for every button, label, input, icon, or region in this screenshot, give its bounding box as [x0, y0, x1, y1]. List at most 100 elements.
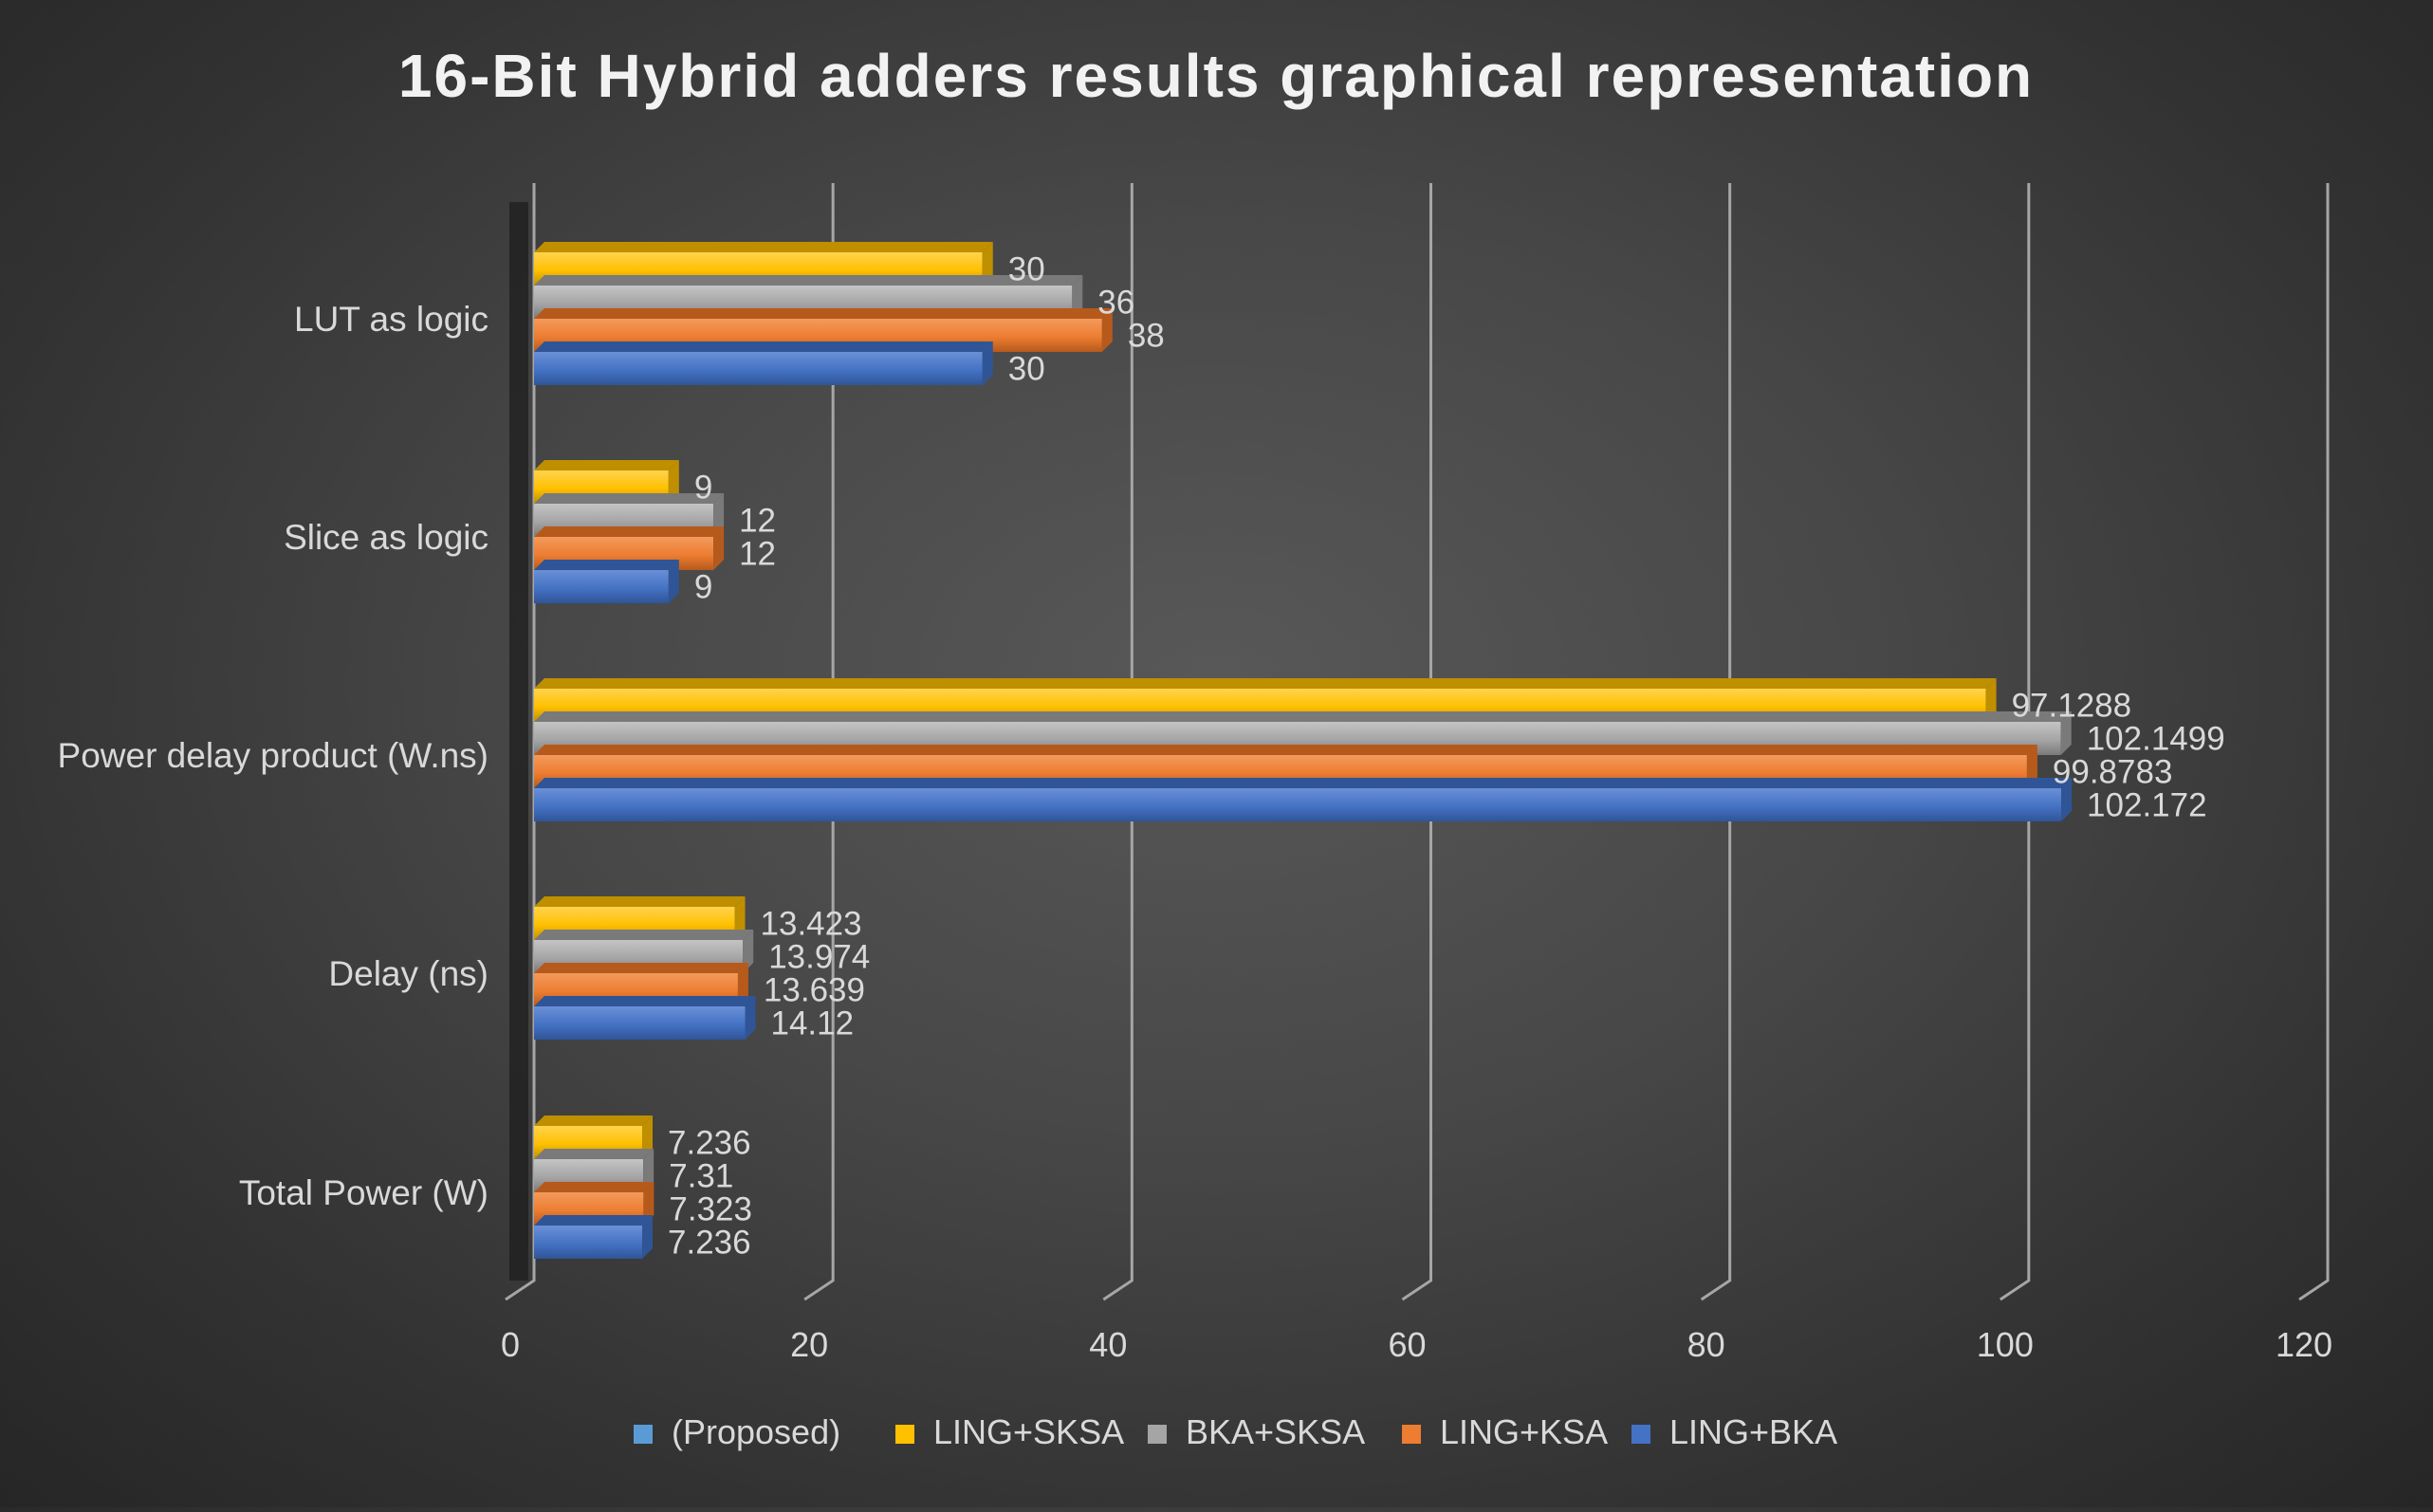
- bar-end-face: [1985, 678, 1997, 722]
- legend-label: LING+BKA: [1669, 1412, 1837, 1451]
- gridline: [2298, 183, 2330, 1301]
- legend-swatch: [1631, 1425, 1650, 1444]
- x-tick-label: 0: [501, 1325, 520, 1364]
- bar-top-face: [534, 745, 2037, 755]
- bar-top-face: [534, 1215, 654, 1226]
- bar-top-face: [534, 493, 725, 504]
- bar-top-face: [534, 560, 679, 570]
- data-label: 12: [739, 503, 776, 540]
- bar-end-face: [643, 1182, 654, 1226]
- bar-top-face: [534, 896, 746, 907]
- data-label: 12: [739, 536, 776, 573]
- bar-end-face: [737, 963, 748, 1006]
- category-label: Delay (ns): [328, 954, 488, 993]
- bar-top-face: [534, 678, 1997, 689]
- bar-end-face: [1072, 275, 1083, 319]
- data-label: 36: [1097, 285, 1134, 322]
- bar-top-face: [534, 1116, 654, 1126]
- data-label: 9: [694, 569, 712, 606]
- bar-end-face: [1101, 308, 1113, 352]
- legend-label: LING+SKSA: [933, 1412, 1124, 1451]
- bar-top-face: [534, 1149, 654, 1159]
- bar-top-face: [534, 526, 725, 537]
- gridline: [1401, 183, 1432, 1301]
- legend-swatch: [1402, 1425, 1421, 1444]
- bar-top-face: [534, 963, 748, 973]
- data-label: 7.236: [668, 1225, 751, 1262]
- bar-end-face: [642, 1215, 654, 1259]
- data-label: 13.639: [764, 972, 865, 1009]
- gridline: [1102, 183, 1134, 1301]
- legend-swatch: [1148, 1425, 1167, 1444]
- x-tick-label: 80: [1687, 1325, 1725, 1364]
- bar: [534, 788, 2062, 821]
- bar: [534, 1006, 746, 1040]
- data-label: 7.236: [668, 1125, 751, 1162]
- data-label: 9: [694, 470, 712, 507]
- gridline: [1700, 183, 1732, 1301]
- bar-top-face: [534, 242, 993, 252]
- data-labels: 7.2367.317.3237.23613.42313.97413.63914.…: [668, 251, 2225, 1262]
- bar-end-face: [668, 460, 679, 504]
- value-axis: 0 20 40 60 80 100 120: [501, 1325, 2332, 1364]
- x-tick-label: 120: [2276, 1325, 2332, 1364]
- bar-end-face: [713, 526, 725, 570]
- bar-top-face: [534, 308, 1113, 319]
- legend-label: LING+KSA: [1440, 1412, 1608, 1451]
- bar-end-face: [2026, 745, 2037, 788]
- category-label: Slice as logic: [284, 518, 488, 557]
- bar-end-face: [734, 896, 746, 940]
- bar-end-face: [745, 996, 756, 1040]
- bar: [534, 1226, 643, 1259]
- bar-top-face: [534, 711, 2072, 722]
- data-label: 14.12: [771, 1005, 855, 1042]
- legend-label: (Proposed): [672, 1412, 840, 1451]
- bar-end-face: [668, 560, 679, 603]
- bar-top-face: [534, 341, 993, 352]
- category-axis: Total Power (W) Delay (ns) Power delay pro…: [58, 300, 488, 1212]
- legend-swatch: [895, 1425, 914, 1444]
- chart-title: 16-Bit Hybrid adders results graphical r…: [398, 42, 2034, 110]
- data-label: 13.974: [768, 939, 870, 976]
- x-tick-label: 20: [790, 1325, 828, 1364]
- category-label: LUT as logic: [294, 300, 488, 339]
- data-label: 30: [1008, 251, 1045, 288]
- bars: [534, 242, 2073, 1259]
- bar-top-face: [534, 930, 754, 940]
- data-label: 102.1499: [2087, 721, 2225, 758]
- bar: [534, 352, 983, 385]
- category-label: Total Power (W): [239, 1173, 488, 1212]
- bar-end-face: [713, 493, 725, 537]
- bar-top-face: [534, 778, 2073, 788]
- category-label: Power delay product (W.ns): [58, 736, 488, 775]
- gridline: [803, 183, 835, 1301]
- bar-end-face: [642, 1116, 654, 1159]
- bar-top-face: [534, 275, 1083, 286]
- data-label: 7.31: [669, 1158, 733, 1195]
- bar-end-face: [643, 1149, 654, 1192]
- data-label: 99.8783: [2053, 754, 2173, 791]
- bar-top-face: [534, 1182, 654, 1192]
- bar: [534, 570, 669, 603]
- gridlines: [505, 183, 2330, 1301]
- bar-top-face: [534, 460, 679, 470]
- bar-end-face: [743, 930, 754, 973]
- bar-top-face: [534, 996, 756, 1006]
- legend: (Proposed) LING+SKSA BKA+SKSA LING+KSA LING+…: [634, 1412, 1837, 1451]
- legend-label: BKA+SKSA: [1186, 1412, 1365, 1451]
- axis-wall: [509, 202, 528, 1281]
- data-label: 38: [1128, 318, 1165, 355]
- x-tick-label: 60: [1388, 1325, 1426, 1364]
- data-label: 7.323: [669, 1191, 752, 1228]
- data-label: 30: [1008, 351, 1045, 388]
- x-tick-label: 40: [1089, 1325, 1127, 1364]
- gridline: [2000, 183, 2031, 1301]
- bar-end-face: [982, 242, 993, 286]
- bar-end-face: [2060, 711, 2072, 755]
- x-tick-label: 100: [1977, 1325, 2034, 1364]
- legend-swatch: [634, 1425, 653, 1444]
- bar-end-face: [2061, 778, 2073, 821]
- bar-end-face: [982, 341, 993, 385]
